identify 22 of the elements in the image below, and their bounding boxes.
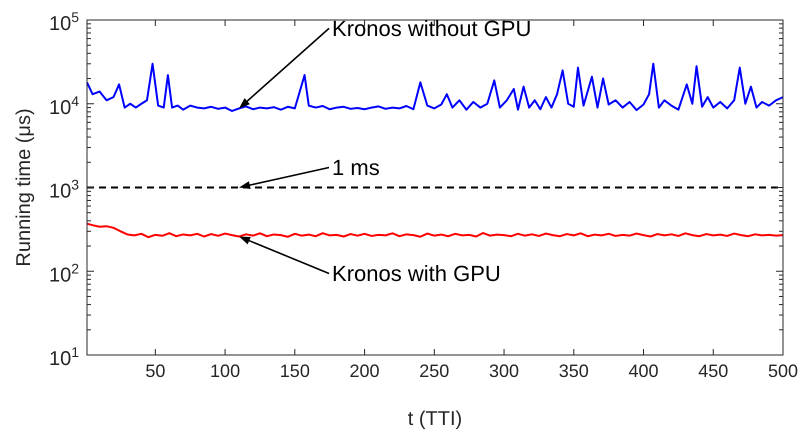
annotation: 1 ms <box>332 155 380 180</box>
series-label: Kronos without GPU <box>332 16 532 42</box>
x-axis-title: t (TTI) <box>408 408 462 430</box>
x-tick-label: 400 <box>628 361 659 381</box>
y-tick-label: 10$^{5}$ <box>48 9 80 35</box>
y-tick-label: 10$^{2}$ <box>48 260 80 286</box>
y-tick-label: 10$^{1}$ <box>48 344 80 370</box>
x-tick-label: 200 <box>350 361 380 381</box>
series-label: Kronos with GPU <box>332 261 501 286</box>
x-tick-label: 350 <box>558 361 589 381</box>
y-axis-title: Running time (μs) <box>13 108 35 267</box>
x-tick-label: 450 <box>698 361 728 381</box>
y-tick-label: 10$^{3}$ <box>48 176 80 202</box>
line-series <box>86 222 784 238</box>
x-tick-label: 500 <box>768 361 798 381</box>
x-tick-label: 150 <box>280 361 310 381</box>
x-tick-label: 100 <box>210 361 240 381</box>
x-tick-label: 300 <box>489 361 520 381</box>
x-tick-label: 250 <box>419 361 450 381</box>
line-series <box>86 62 784 112</box>
y-tick-label: 10$^{4}$ <box>48 92 80 119</box>
x-tick-label: 50 <box>145 361 166 381</box>
